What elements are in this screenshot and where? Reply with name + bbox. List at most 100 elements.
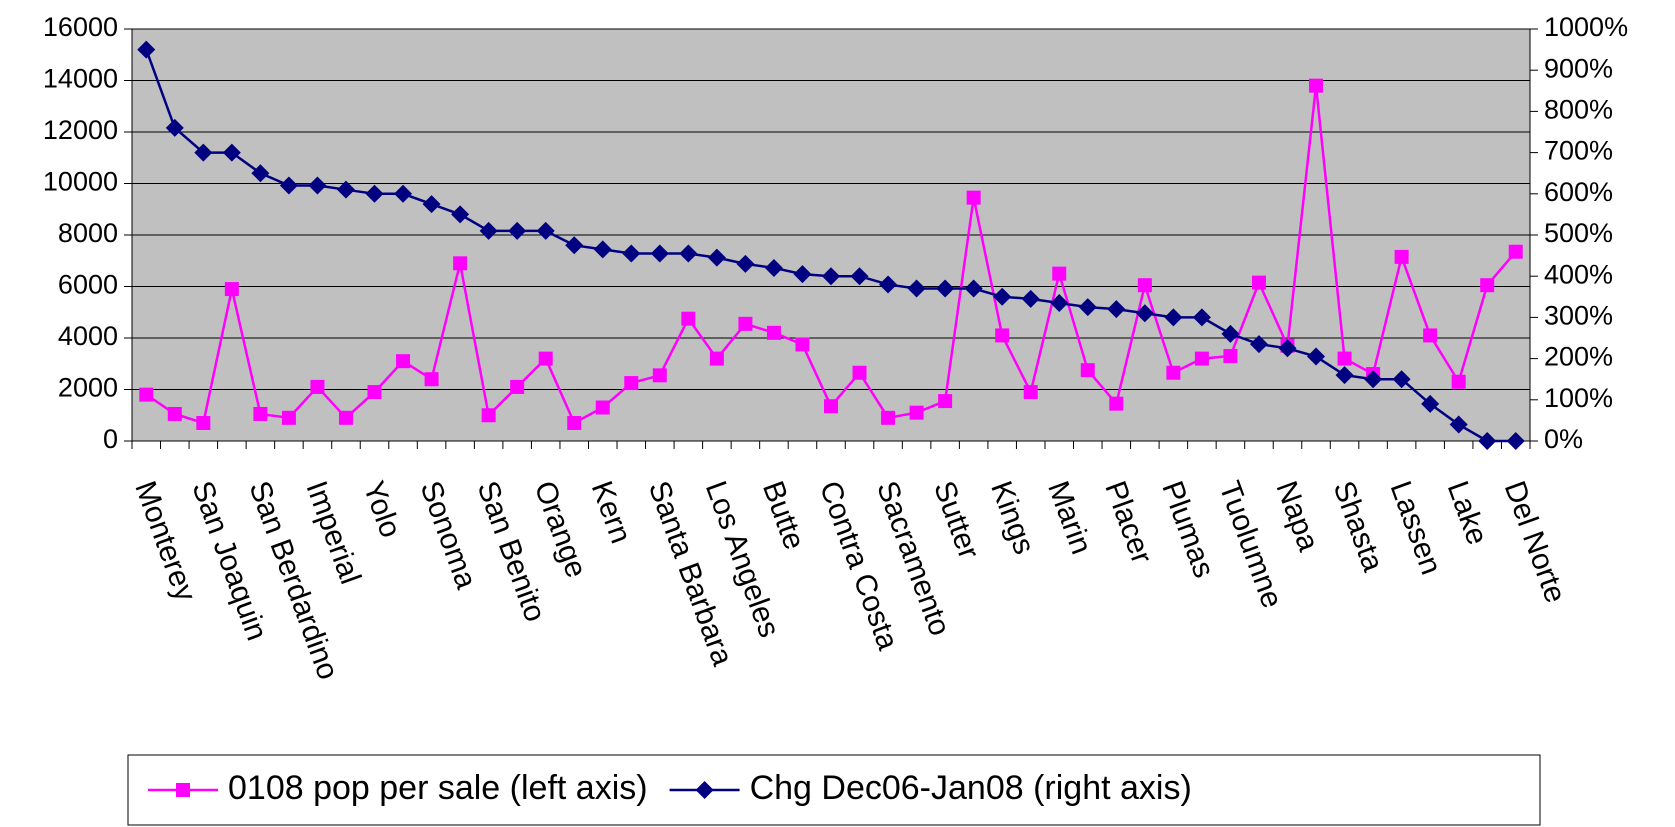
data-point [424, 372, 439, 387]
y2-tick-label: 0% [1544, 424, 1583, 454]
data-point [1080, 363, 1095, 378]
data-point [1364, 370, 1383, 389]
legend-marker [176, 783, 190, 797]
data-point [1078, 298, 1097, 317]
y2-tick-label: 100% [1544, 383, 1613, 413]
data-point [852, 365, 867, 380]
legend-box [127, 754, 1541, 826]
data-point [396, 354, 411, 369]
data-point [707, 248, 726, 267]
data-point [281, 410, 296, 425]
data-point [1508, 244, 1523, 259]
data-point [1137, 278, 1152, 293]
data-point [1392, 370, 1411, 389]
y2-tick-label: 900% [1544, 53, 1613, 83]
data-point [595, 400, 610, 415]
data-point [793, 265, 812, 284]
x-tick-label: Lake [1441, 477, 1494, 549]
data-point [508, 221, 527, 240]
x-tick-label: Napa [1269, 477, 1325, 556]
data-point [279, 176, 298, 195]
y2-tick-label: 200% [1544, 342, 1613, 372]
y-tick-label: 10000 [43, 167, 118, 197]
y2-tick-label: 1000% [1544, 12, 1628, 42]
data-point [1278, 339, 1297, 358]
data-point [1194, 351, 1209, 366]
y-tick-label: 6000 [58, 270, 118, 300]
y-tick-label: 14000 [43, 64, 118, 94]
data-point [165, 118, 184, 137]
data-point [964, 279, 983, 298]
x-tick-label: Plumas [1155, 477, 1220, 582]
data-point [879, 275, 898, 294]
x-tick-label: Orange [528, 477, 593, 582]
data-point [850, 267, 869, 286]
data-point [1223, 349, 1238, 364]
data-point [795, 337, 810, 352]
data-point [1251, 275, 1266, 290]
data-point [453, 256, 468, 271]
data-point [1480, 278, 1495, 293]
data-point [253, 406, 268, 421]
data-point [681, 311, 696, 326]
y2-tick-label: 400% [1544, 259, 1613, 289]
data-point [736, 254, 755, 273]
legend-label: 0108 pop per sale (left axis) [228, 769, 648, 807]
x-tick-label: Lassen [1384, 477, 1448, 579]
y-tick-label: 4000 [58, 321, 118, 351]
data-point [1478, 432, 1497, 450]
x-tick-label: Imperial [299, 477, 367, 589]
data-point [993, 287, 1012, 306]
data-point [1335, 366, 1354, 385]
data-point [336, 180, 355, 199]
data-point [1107, 300, 1126, 319]
data-point [909, 405, 924, 420]
data-point [567, 415, 582, 430]
x-tick-label: Sonoma [414, 477, 483, 594]
data-point [1135, 304, 1154, 323]
data-point [310, 379, 325, 394]
data-point [224, 282, 239, 297]
x-tick-label: Yolo [356, 477, 407, 542]
data-point [367, 385, 382, 400]
data-point [824, 399, 838, 414]
y-tick-label: 0 [103, 424, 118, 454]
x-tick-label: Marin [1041, 477, 1098, 559]
data-point [1307, 347, 1326, 366]
data-point [652, 368, 667, 383]
x-tick-label: Kings [984, 477, 1041, 559]
legend-marker [695, 781, 714, 799]
data-point [536, 221, 555, 240]
y-tick-label: 16000 [43, 12, 118, 42]
y2-tick-label: 800% [1544, 95, 1613, 125]
legend-label: Chg Dec06-Jan08 (right axis) [750, 769, 1192, 807]
data-point [222, 143, 241, 162]
data-point [995, 328, 1010, 343]
data-point [565, 236, 584, 255]
x-tick-label: Placer [1098, 477, 1158, 568]
data-point [1050, 293, 1069, 312]
data-point [394, 184, 413, 203]
data-point [365, 184, 384, 203]
data-point [938, 394, 953, 409]
data-point [538, 351, 553, 366]
data-point [1309, 78, 1324, 93]
data-point [709, 351, 724, 366]
data-point [308, 176, 327, 195]
data-point [1506, 432, 1525, 450]
data-point [196, 415, 211, 430]
data-point [338, 410, 353, 425]
data-point [1249, 335, 1268, 354]
data-point [1109, 396, 1124, 411]
y-tick-label: 2000 [58, 373, 118, 403]
y2-tick-label: 600% [1544, 177, 1613, 207]
data-point [738, 316, 753, 331]
data-point [1192, 308, 1211, 327]
data-point [1166, 365, 1181, 380]
data-point [139, 387, 154, 402]
data-point [1421, 394, 1440, 413]
data-point [1221, 324, 1240, 343]
data-point [1021, 289, 1040, 308]
